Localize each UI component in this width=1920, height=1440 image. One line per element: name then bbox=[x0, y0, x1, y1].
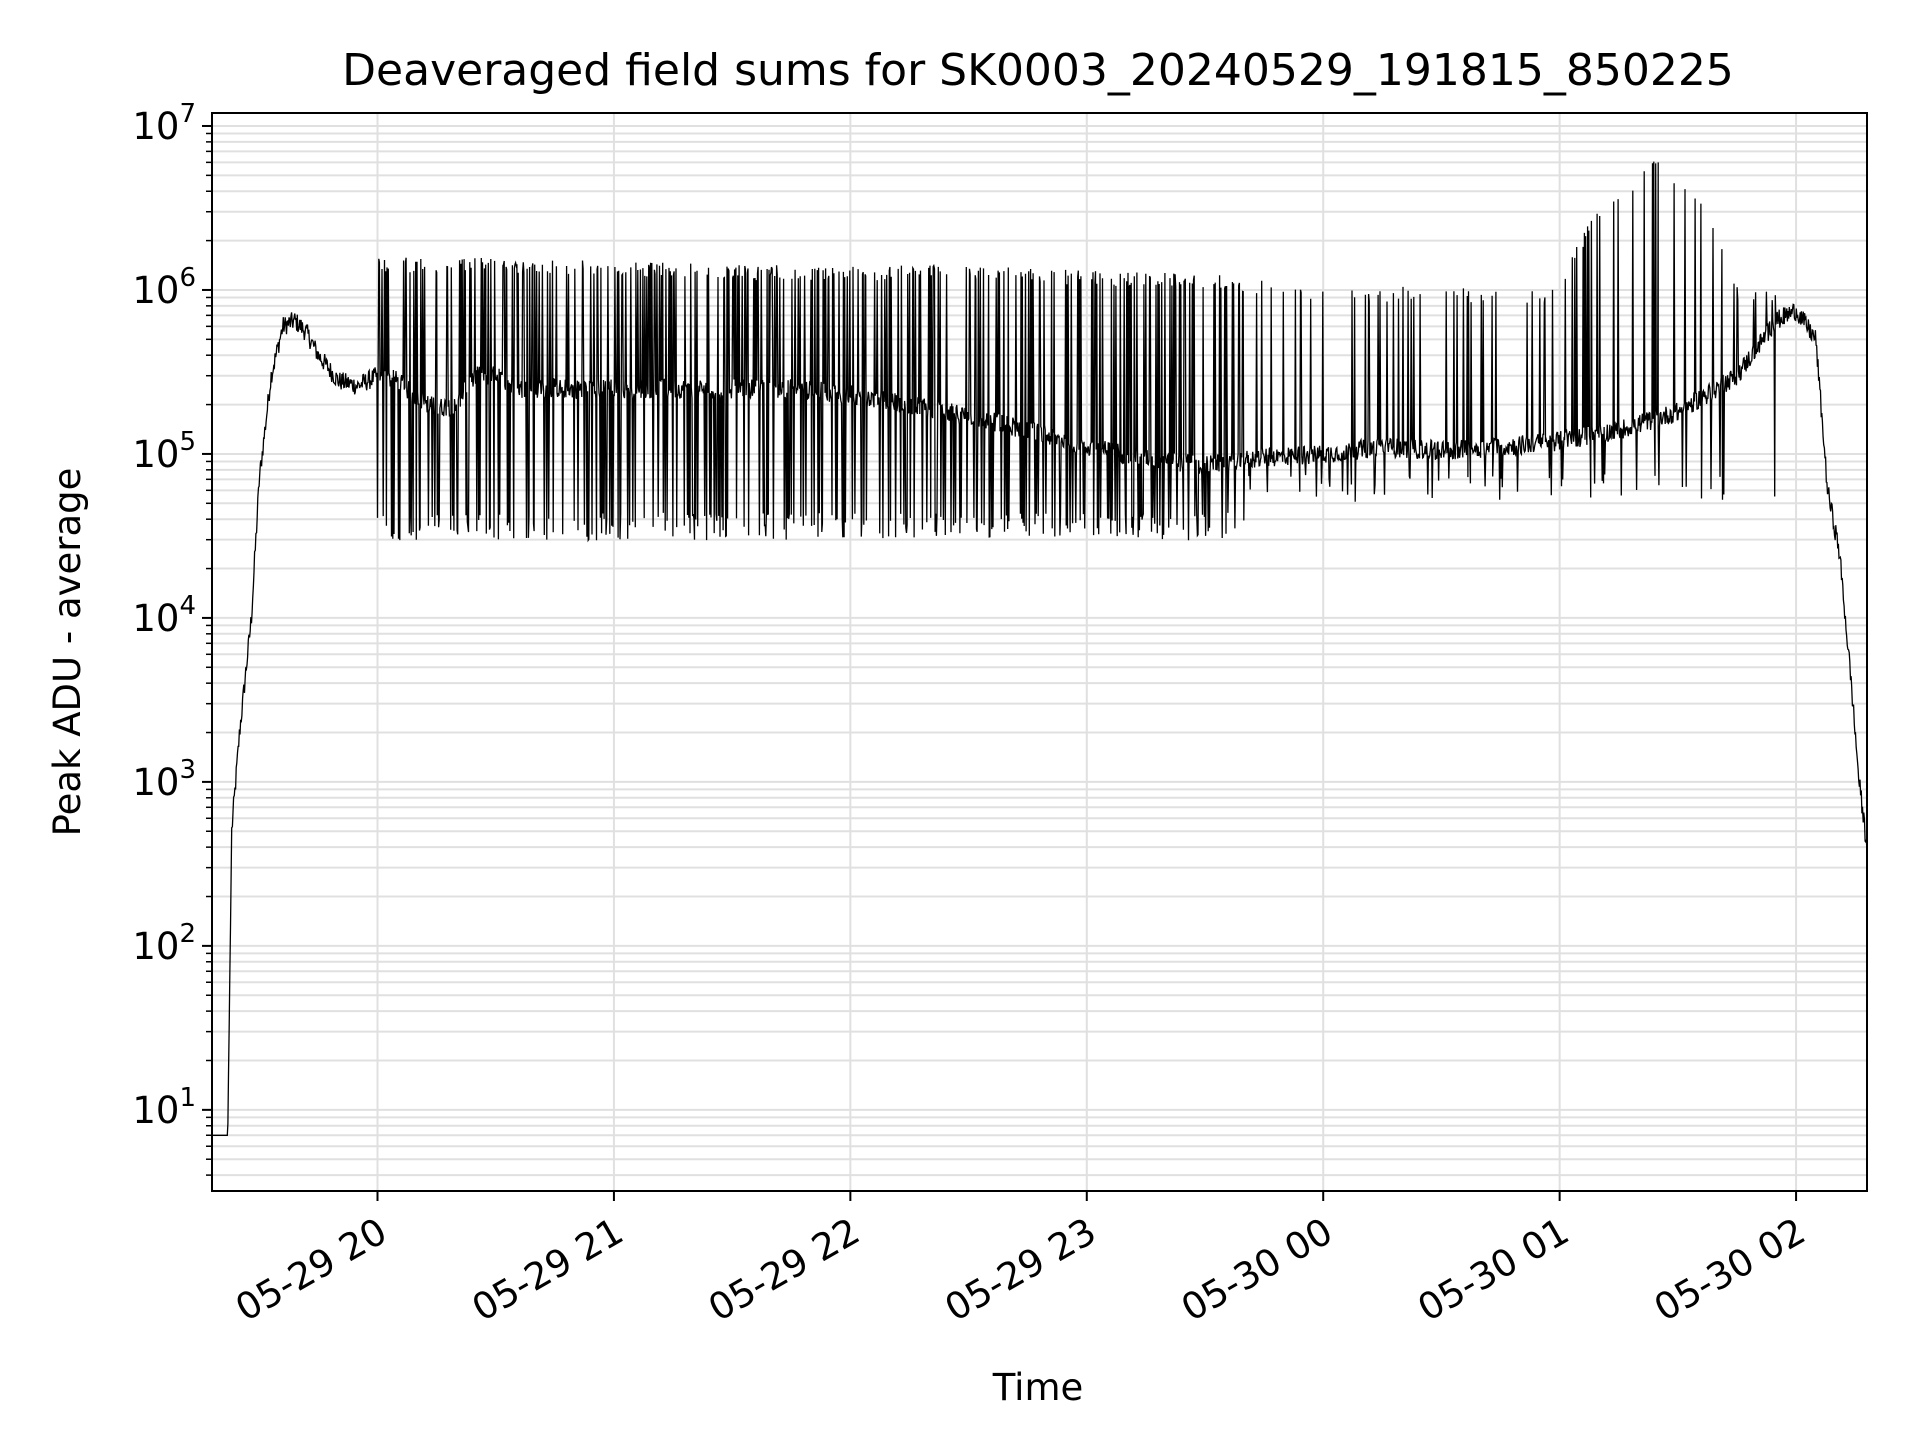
y-tick-label: 107 bbox=[132, 99, 196, 148]
chart-title: Deaveraged field sums for SK0003_2024052… bbox=[342, 45, 1734, 96]
plot-frame bbox=[211, 112, 1868, 1192]
y-axis-ticks: 101 102 103 104 105 106 107 bbox=[132, 99, 212, 1176]
series-line bbox=[212, 161, 1867, 1136]
y-tick-label: 106 bbox=[132, 263, 196, 312]
x-axis-label: Time bbox=[992, 1366, 1084, 1409]
y-tick-label: 103 bbox=[132, 755, 196, 804]
y-axis-label: Peak ADU - average bbox=[46, 468, 89, 837]
y-tick-label: 104 bbox=[132, 591, 196, 640]
series-layer bbox=[212, 161, 1867, 1136]
y-tick-label: 105 bbox=[132, 427, 196, 476]
y-tick-label: 101 bbox=[132, 1083, 196, 1132]
y-tick-label: 102 bbox=[132, 919, 196, 968]
